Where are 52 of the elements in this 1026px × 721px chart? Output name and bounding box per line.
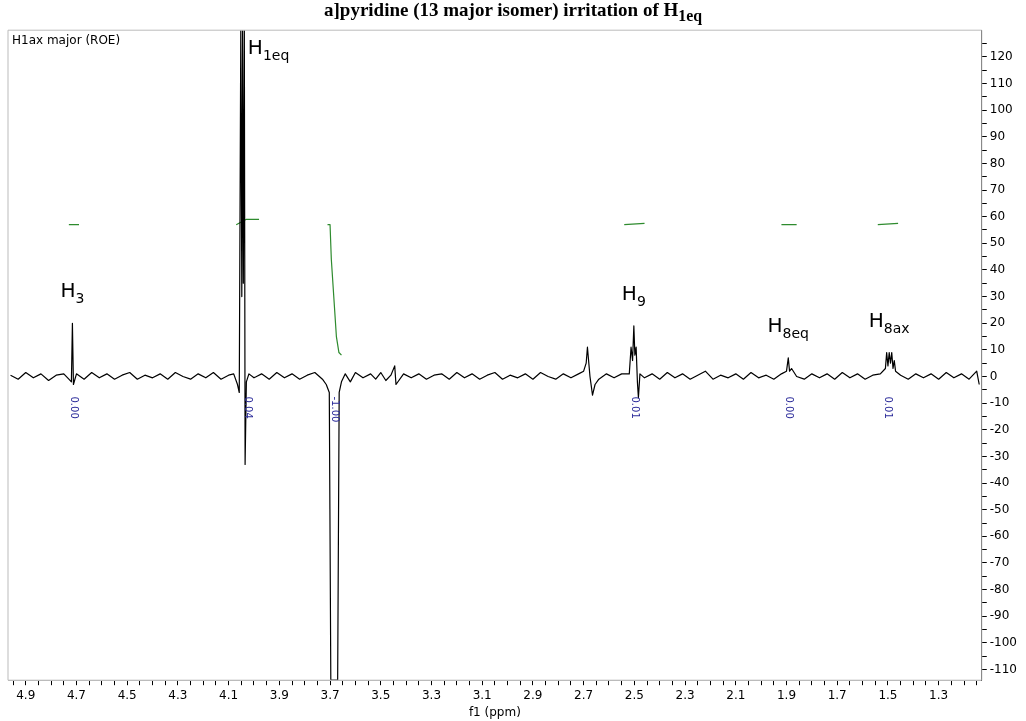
y-tick-label: 40 — [989, 262, 1006, 277]
y-tick-label: 20 — [989, 315, 1006, 330]
y-tick-label: 30 — [989, 288, 1006, 303]
y-tick-label: -70 — [989, 555, 1010, 570]
x-tick-label: 1.9 — [776, 687, 797, 702]
chart-title: a]pyridine (13 major isomer) irritation of H$_{1eq}$ — [323, 0, 703, 24]
annotation: H1ax major (ROE) — [12, 33, 121, 48]
x-tick-label: 3.7 — [320, 687, 340, 702]
x-tick-label: 4.5 — [117, 687, 137, 702]
x-tick-label: 4.7 — [66, 687, 87, 702]
x-tick-label: 2.1 — [726, 687, 746, 702]
y-tick-label: 100 — [989, 102, 1013, 117]
y-tick-label: 0 — [989, 368, 998, 383]
x-tick-label: 2.5 — [624, 687, 644, 702]
y-tick-label: -80 — [989, 581, 1010, 596]
y-tick-label: 70 — [989, 182, 1006, 197]
x-tick-label: 2.9 — [523, 687, 543, 702]
y-tick-label: -100 — [989, 635, 1017, 650]
y-tick-label: -50 — [989, 501, 1010, 516]
x-tick-label: 1.3 — [929, 687, 949, 702]
x-tick-label: 2.3 — [675, 687, 695, 702]
x-tick-label: 1.5 — [878, 687, 898, 702]
y-tick-label: 90 — [989, 128, 1006, 143]
annotation: 0.04 — [243, 396, 255, 419]
y-tick-label: 80 — [989, 155, 1006, 170]
x-tick-label: 3.9 — [269, 687, 289, 702]
y-tick-label: -10 — [989, 395, 1010, 410]
y-tick-label: -110 — [989, 661, 1017, 676]
y-tick-label: -30 — [989, 448, 1010, 463]
y-tick-label: 110 — [989, 75, 1013, 90]
y-tick-label: 120 — [989, 48, 1013, 63]
x-tick-label: 3.5 — [371, 687, 391, 702]
x-tick-label: 3.3 — [421, 687, 442, 702]
y-tick-label: -60 — [989, 528, 1010, 543]
annotation: 0.00 — [69, 396, 81, 419]
x-tick-label: 4.9 — [16, 687, 36, 702]
x-tick-label: 1.7 — [827, 687, 847, 702]
y-tick-label: 10 — [989, 342, 1006, 356]
annotation: -1.00 — [329, 396, 341, 423]
y-tick-label: -90 — [989, 608, 1010, 623]
annotation: 0.00 — [784, 396, 796, 419]
annotation: 0.01 — [629, 396, 641, 419]
y-tick-label: -40 — [989, 475, 1010, 490]
x-axis-title: f1 (ppm) — [468, 704, 521, 719]
x-tick-label: 4.3 — [168, 687, 188, 702]
y-tick-label: 60 — [989, 208, 1006, 223]
y-tick-label: -20 — [989, 421, 1010, 436]
x-tick-label: 4.1 — [219, 687, 239, 702]
y-tick-label: 50 — [989, 235, 1006, 250]
annotation: 0.01 — [883, 396, 895, 419]
x-tick-label: 2.7 — [574, 687, 594, 702]
x-tick-label: 3.1 — [472, 687, 492, 702]
